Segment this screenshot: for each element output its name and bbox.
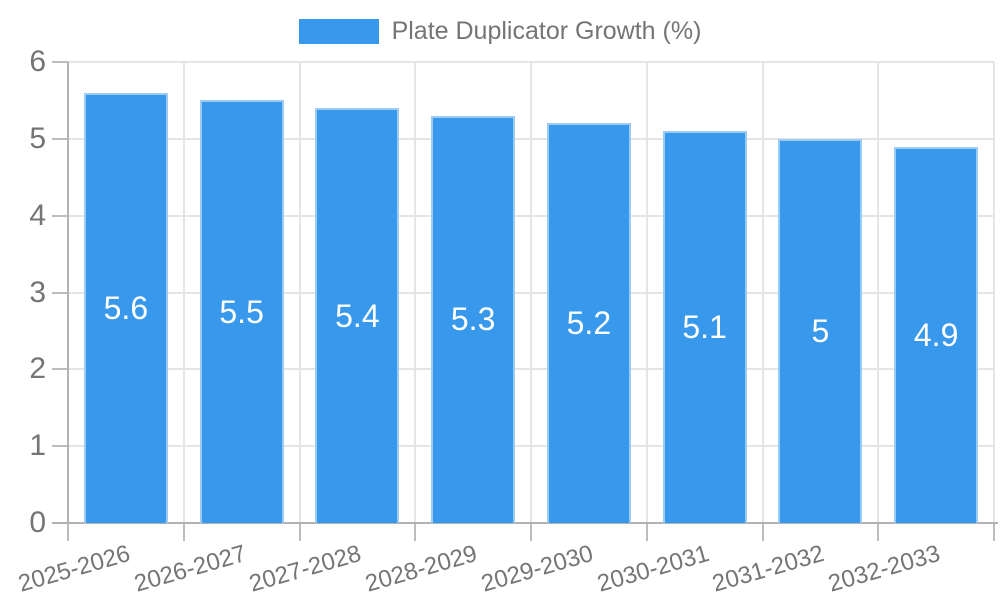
v-gridline (530, 62, 532, 523)
x-axis-tick (877, 523, 880, 541)
x-axis-tick (182, 523, 185, 541)
x-axis-tick (67, 523, 69, 541)
bar-value-label: 5 (811, 312, 830, 349)
y-axis-tick (52, 445, 68, 448)
y-tick-label: 1 (29, 429, 46, 463)
v-gridline (993, 62, 995, 523)
x-axis-tick (530, 523, 532, 541)
y-tick-label: 0 (29, 506, 46, 539)
bar-value-label: 5.3 (450, 301, 496, 338)
bar-value-label: 5.1 (682, 309, 727, 346)
bar (778, 138, 863, 523)
bar-value-label: 4.9 (913, 316, 959, 353)
bar (894, 146, 979, 523)
bar-value-label: 5.5 (219, 293, 264, 330)
x-axis-tick (993, 523, 995, 541)
x-axis-tick (645, 523, 648, 541)
v-gridline (877, 62, 880, 523)
y-tick-label: 2 (29, 352, 46, 386)
bar-value-label: 5.6 (103, 289, 149, 326)
y-axis-tick (52, 368, 68, 371)
legend-label: Plate Duplicator Growth (%) (391, 16, 702, 45)
y-axis-tick (52, 214, 68, 217)
y-axis-tick (52, 291, 68, 294)
bar-value-label: 5.2 (566, 305, 612, 342)
v-gridline (761, 62, 764, 523)
bar (199, 100, 284, 523)
x-axis-line (52, 522, 998, 524)
chart-legend[interactable]: Plate Duplicator Growth (%) (0, 14, 1000, 48)
bar (83, 92, 168, 523)
y-tick-label: 3 (29, 275, 46, 309)
y-axis-tick (52, 61, 68, 63)
y-tick-label: 5 (29, 121, 46, 155)
v-gridline (298, 62, 301, 523)
v-gridline (414, 62, 417, 523)
x-axis-tick (298, 523, 301, 541)
x-axis-tick (761, 523, 764, 541)
bar (546, 123, 631, 523)
legend-swatch[interactable] (298, 18, 379, 44)
y-axis-line (67, 62, 69, 523)
v-gridline (645, 62, 648, 523)
bar (662, 131, 747, 523)
bar-value-label: 5.4 (335, 297, 380, 334)
x-axis-tick (414, 523, 417, 541)
bar (315, 108, 400, 523)
y-axis-tick (52, 137, 68, 140)
y-tick-label: 4 (29, 198, 46, 232)
bar (431, 115, 516, 523)
y-tick-label: 6 (29, 45, 46, 78)
v-gridline (182, 62, 185, 523)
